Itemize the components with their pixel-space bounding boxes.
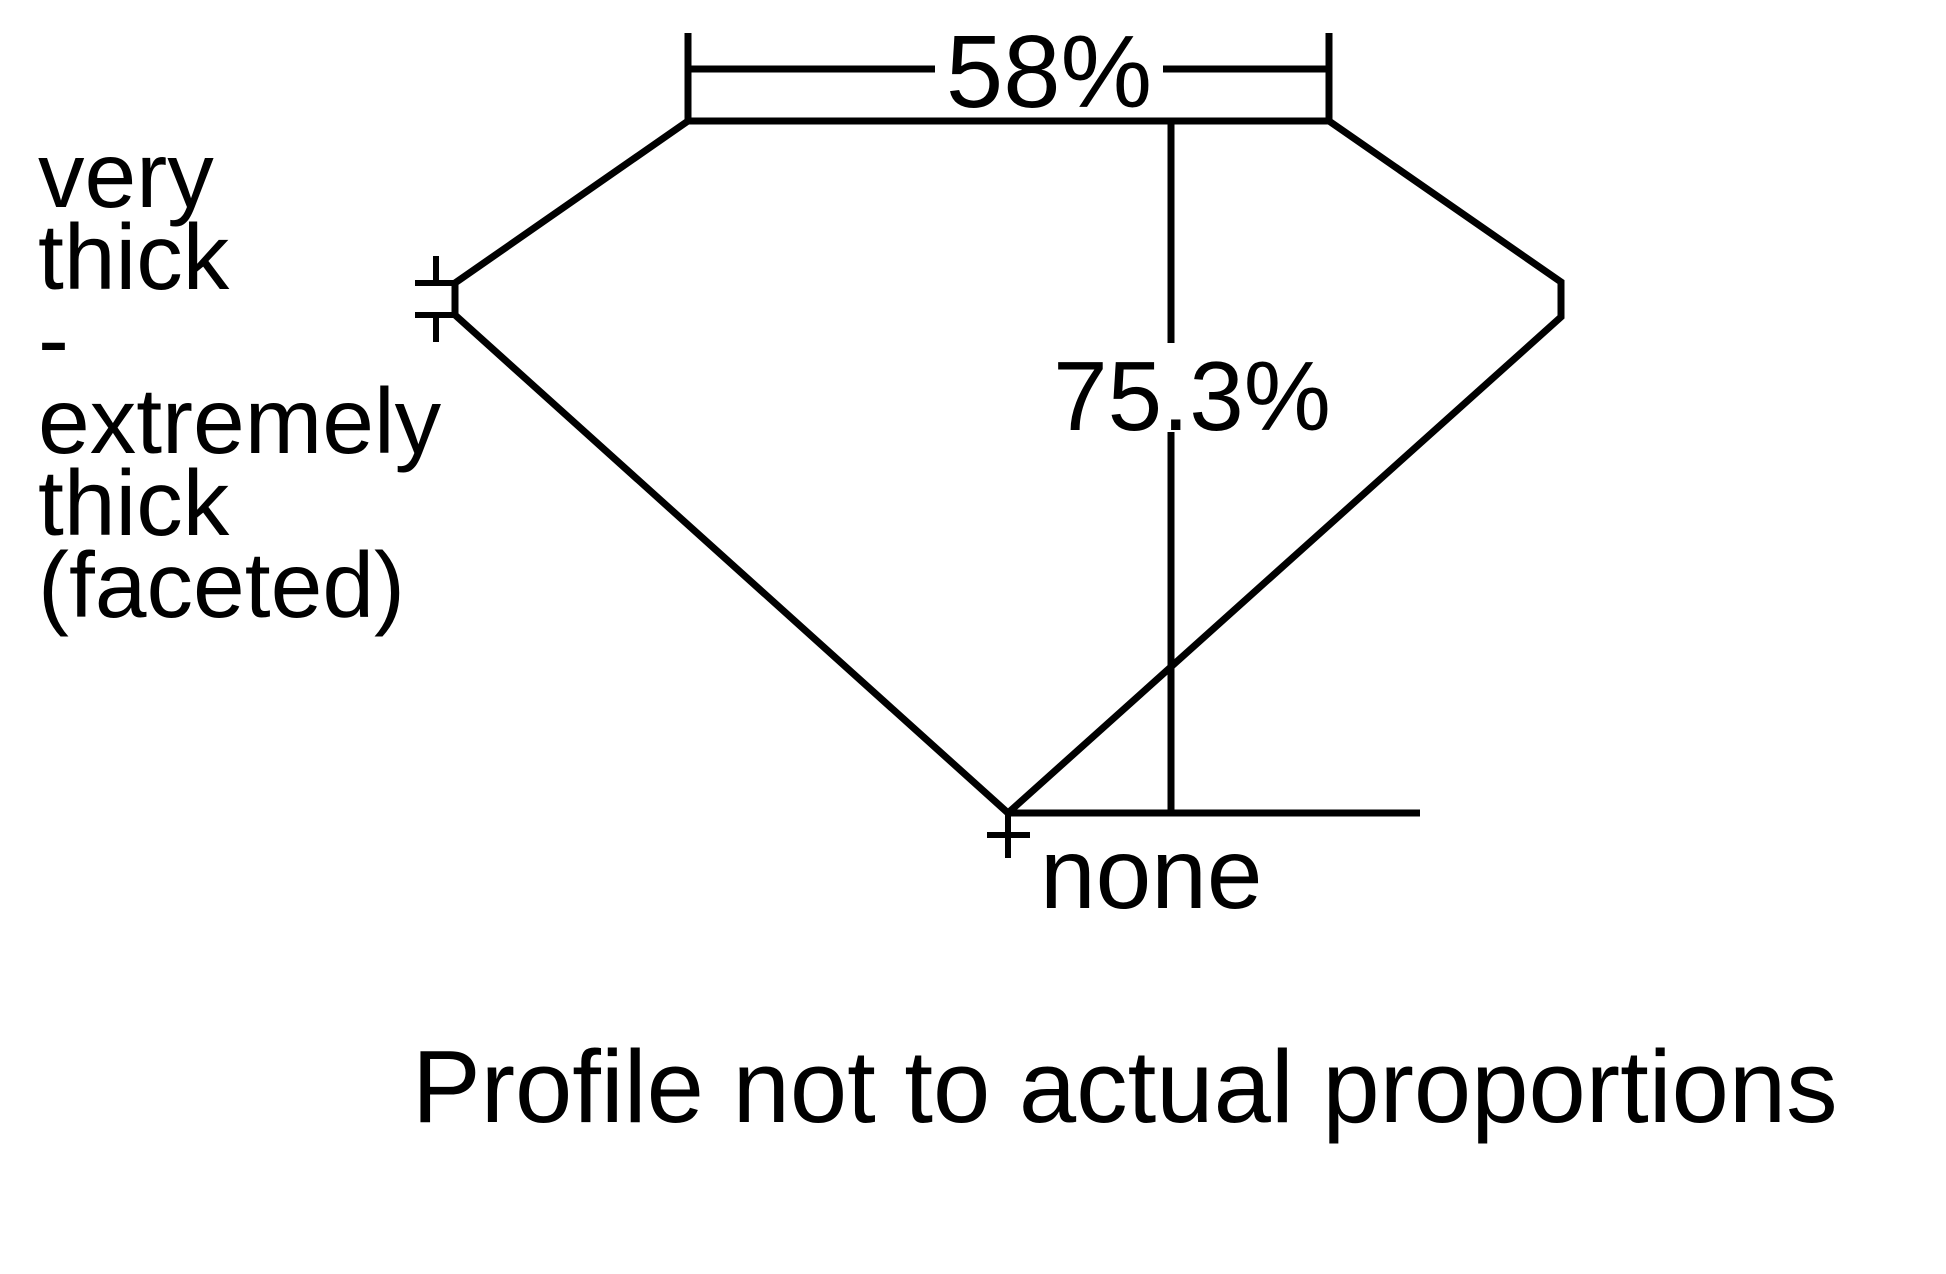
culet-label: none	[1040, 818, 1262, 930]
girdle-thickness-ticks	[415, 256, 457, 342]
diamond-outline	[451, 117, 1565, 818]
proportions-note: Profile not to actual proportions	[412, 1029, 1838, 1144]
table-width-dimension	[684, 33, 1333, 121]
culet-marker	[987, 813, 1030, 858]
girdle-label: very thick - extremely thick (faceted)	[38, 123, 442, 637]
depth-label: 75.3%	[1053, 341, 1331, 451]
table-width-label: 58%	[946, 14, 1152, 129]
